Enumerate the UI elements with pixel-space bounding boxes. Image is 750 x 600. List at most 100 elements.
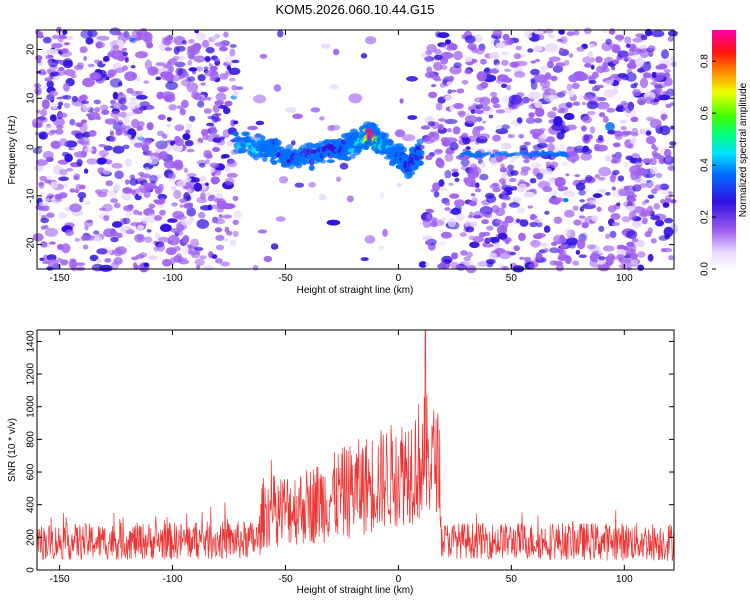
spectrogram-cell [187, 59, 193, 66]
spectrogram-cell [566, 152, 580, 163]
spectrogram-cell [43, 150, 54, 160]
spectrogram-cell [43, 198, 52, 202]
spectrogram-cell [346, 195, 354, 203]
spectrogram-cell [110, 110, 121, 118]
spectrogram-cell [453, 50, 463, 61]
spectrogram-cell [543, 225, 551, 233]
spectrogram-cell [565, 173, 570, 177]
spectrogram-cell [132, 209, 140, 215]
spectrogram-cell [231, 59, 240, 64]
spectrogram-cell [579, 179, 587, 185]
spectrogram-cell [97, 157, 108, 164]
spectrogram-cell [501, 59, 509, 66]
spectrogram-cell [575, 182, 586, 191]
spectrogram-cell [534, 107, 545, 118]
spectrogram-cell [39, 257, 45, 261]
spectrogram-cell [438, 179, 445, 187]
spectrogram-cell [100, 188, 109, 194]
spectrogram-cell [659, 125, 671, 136]
spectrogram-ytick-label: 0 [26, 144, 37, 150]
colorbar-tick-label: 0.8 [700, 54, 711, 68]
spectrogram-cell [587, 51, 593, 58]
spectrogram-cell [114, 67, 125, 73]
spectrogram-cell [156, 242, 165, 252]
spectrogram-cell [103, 215, 110, 222]
spectrogram-cell [450, 89, 457, 93]
spectrogram-cell [229, 48, 236, 57]
spectrogram-cell [653, 152, 662, 160]
spectrogram-cell [475, 47, 485, 55]
spectrogram-cell [50, 140, 61, 149]
spectrogram-cell [537, 180, 551, 189]
spectrogram-ytick-label: 20 [26, 44, 37, 56]
spectrogram-cell [69, 118, 76, 126]
spectrogram-cell [663, 69, 671, 73]
spectrogram-cell [274, 139, 282, 146]
spectrogram-cell [71, 95, 78, 103]
spectrogram-cell [647, 194, 655, 199]
spectrogram-cell [211, 254, 218, 259]
spectrogram-cell [223, 31, 229, 38]
spectrogram-cell [143, 262, 150, 268]
spectrogram-cell [579, 206, 585, 212]
spectrogram-cell [82, 244, 89, 250]
spectrogram-cell [232, 131, 239, 137]
spectrogram-cell [545, 43, 559, 53]
spectrogram-cell [509, 158, 515, 164]
spectrogram-cell [215, 92, 227, 102]
spectrogram-cell [56, 257, 63, 263]
spectrogram-cell [382, 228, 388, 237]
spectrogram-cell [97, 167, 105, 175]
spectrogram-cell [75, 262, 86, 266]
spectrogram-cell [62, 60, 73, 69]
spectrogram-cell [626, 52, 634, 57]
spectrogram-cell [644, 28, 653, 37]
spectrogram-cell [515, 45, 522, 51]
spectrogram-cell [547, 60, 554, 69]
spectrogram-cell [639, 183, 648, 188]
spectrogram-cell [493, 242, 503, 247]
spectrogram-cell [122, 144, 130, 150]
spectrogram-cell [651, 30, 665, 38]
spectrogram-cell [593, 143, 601, 152]
spectrogram-cell [613, 142, 621, 148]
spectrogram-cell [412, 164, 418, 169]
spectrogram-cell [219, 73, 229, 80]
spectrogram-cell [146, 150, 153, 157]
spectrogram-cell [447, 89, 452, 95]
spectrogram-cell [119, 172, 123, 178]
spectrogram-cell [497, 232, 508, 240]
spectrogram-cell [553, 216, 563, 224]
snr-ytick-label: 400 [26, 496, 37, 513]
spectrogram-cell [602, 245, 615, 252]
spectrogram-cell [447, 217, 456, 228]
spectrogram-cell [263, 255, 272, 263]
spectrogram-cell [113, 247, 123, 257]
spectrogram-cell [617, 73, 628, 78]
spectrogram-cell [598, 225, 605, 232]
spectrogram-cell [540, 242, 548, 247]
spectrogram-cell [224, 100, 233, 107]
spectrogram-cell [365, 36, 377, 45]
spectrogram-cell [444, 207, 451, 211]
spectrogram-cell [468, 178, 476, 185]
spectrogram-xtick-label: -50 [278, 273, 293, 284]
spectrogram-cell [540, 70, 546, 76]
spectrogram-cell [82, 102, 91, 112]
spectrogram-cell [607, 205, 617, 213]
spectrogram-cell [210, 34, 219, 42]
spectrogram-cell [621, 131, 630, 137]
spectrogram-cell [485, 238, 491, 243]
spectrogram-cell [601, 28, 609, 33]
spectrogram-cell [585, 174, 593, 183]
spectrogram-cell [122, 217, 131, 225]
spectrogram-cell [621, 56, 632, 61]
spectrogram-cell [485, 259, 496, 265]
spectrogram-cell [640, 34, 648, 41]
spectrogram-cell [454, 177, 460, 182]
spectrogram-cell [659, 183, 670, 191]
spectrogram-cell [654, 184, 662, 191]
spectrogram-cell [137, 121, 145, 128]
spectrogram-cell [450, 43, 458, 51]
